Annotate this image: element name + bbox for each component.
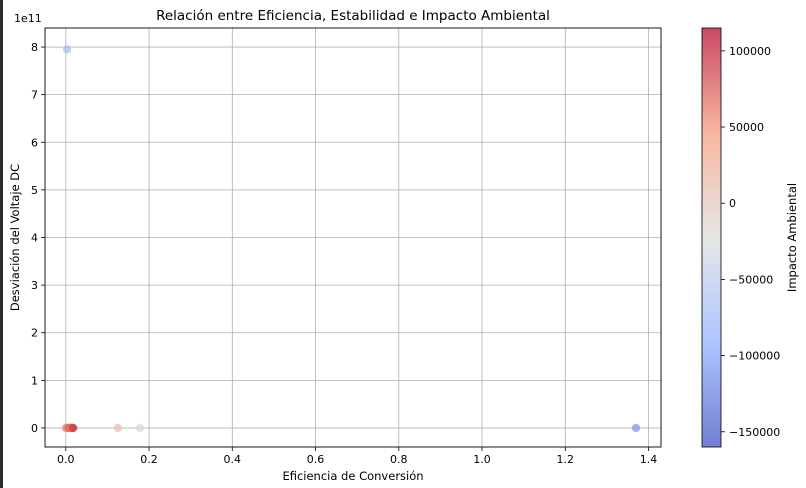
x-tick-label: 1.2 <box>557 453 575 466</box>
y-axis-offset-text: 1e11 <box>14 12 42 25</box>
y-axis-label: Desviación del Voltaje DC <box>8 164 22 311</box>
y-tick-label: 8 <box>31 41 38 54</box>
scatter-point <box>135 423 145 433</box>
y-tick-label: 2 <box>31 327 38 340</box>
colorbar-tick-label: 100000 <box>729 45 771 58</box>
chart-title: Relación entre Eficiencia, Estabilidad e… <box>156 8 550 24</box>
scatter-point <box>62 45 72 54</box>
x-tick-label: 0.6 <box>307 453 325 466</box>
y-tick-label: 5 <box>31 184 38 197</box>
scatter-point <box>113 423 123 433</box>
grid-lines <box>45 28 661 447</box>
colorbar-tick-label: −100000 <box>729 350 780 363</box>
colorbar-tick-label: 0 <box>729 197 736 210</box>
y-tick-label: 3 <box>31 279 38 292</box>
x-tick-label: 1.0 <box>473 453 491 466</box>
x-tick-label: 1.4 <box>640 453 658 466</box>
y-tick-label: 1 <box>31 374 38 387</box>
x-tick-label: 0.4 <box>224 453 242 466</box>
colorbar-label: Impacto Ambiental <box>785 183 799 292</box>
x-axis-label: Eficiencia de Conversión <box>282 469 423 483</box>
colorbar-tick-label: −50000 <box>729 273 773 286</box>
y-tick-label: 0 <box>31 422 38 435</box>
y-tick-label: 6 <box>31 136 38 149</box>
colorbar-tick-label: −150000 <box>729 426 780 439</box>
scatter-point <box>631 423 641 433</box>
x-tick-label: 0.8 <box>390 453 408 466</box>
plot-frame <box>44 27 662 448</box>
x-tick-label: 0.0 <box>57 453 75 466</box>
scatter-point <box>69 423 78 433</box>
y-tick-label: 7 <box>31 89 38 102</box>
colorbar <box>701 27 722 448</box>
window-edge <box>0 0 3 488</box>
colorbar-tick-label: 50000 <box>729 121 764 134</box>
x-tick-label: 0.2 <box>140 453 158 466</box>
y-tick-label: 4 <box>31 232 38 245</box>
